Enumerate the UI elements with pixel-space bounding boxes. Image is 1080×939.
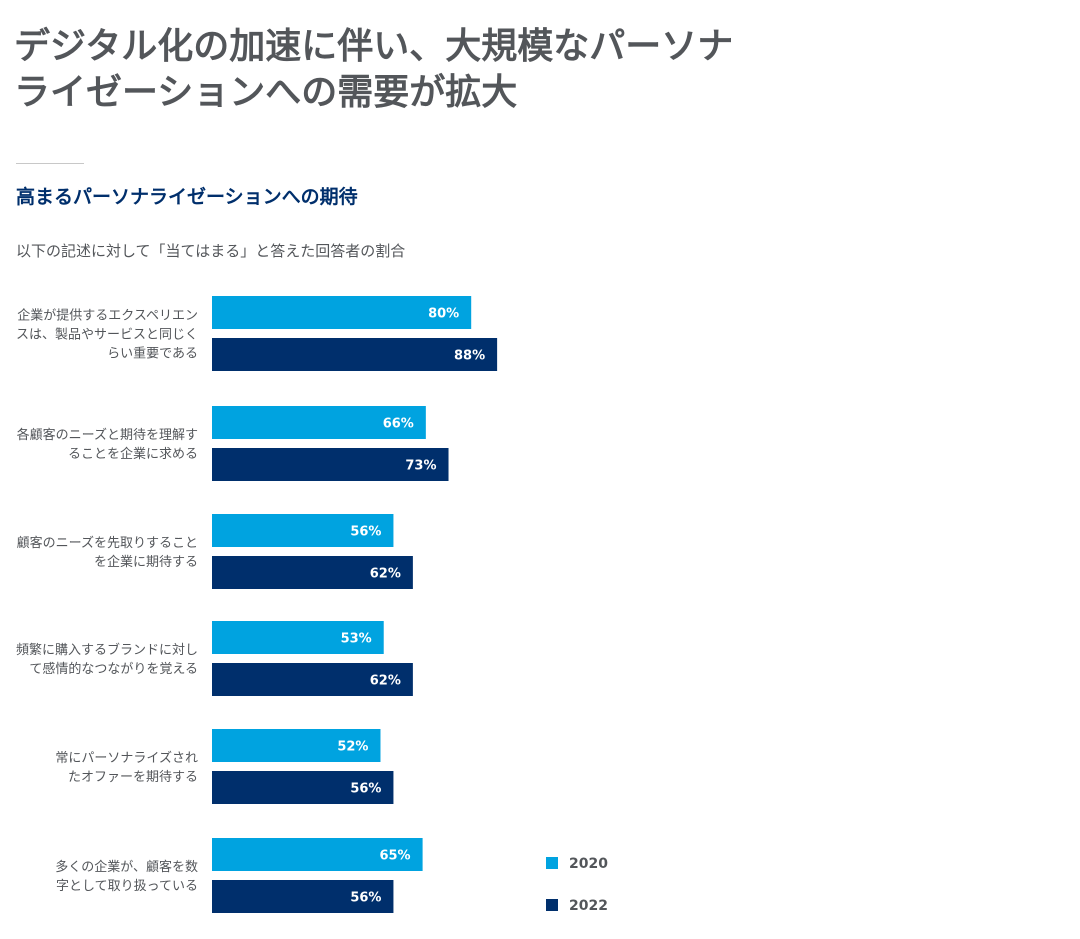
bar-2022 <box>212 556 413 589</box>
bar-2022 <box>212 448 449 481</box>
category-label: 多くの企業が、顧客を数字として取り扱っている <box>55 859 198 894</box>
data-label: 53% <box>341 632 372 647</box>
category-label: 頻繁に購入するブランドに対して感情的なつながりを覚える <box>16 642 198 677</box>
data-label: 56% <box>350 891 381 906</box>
bar-2020 <box>212 621 384 654</box>
chart-title: 高まるパーソナライゼーションへの期待 <box>16 186 358 208</box>
data-label: 62% <box>370 567 401 582</box>
category-label: 顧客のニーズを先取りすることを企業に期待する <box>17 535 198 570</box>
data-label: 56% <box>350 525 381 540</box>
category-label: 常にパーソナライズされたオファーを期待する <box>55 750 198 785</box>
data-label: 80% <box>428 307 459 322</box>
data-label: 62% <box>370 674 401 689</box>
category-label: 各顧客のニーズと期待を理解することを企業に求める <box>17 427 198 462</box>
bar-2022 <box>212 663 413 696</box>
data-label: 73% <box>405 459 436 474</box>
legend-label: 2020 <box>569 856 608 872</box>
legend-label: 2022 <box>569 898 608 914</box>
legend-swatch-2022 <box>546 899 558 911</box>
bar-2020 <box>212 406 426 439</box>
bar-2022 <box>212 880 394 913</box>
data-label: 52% <box>337 740 368 755</box>
page-title: デジタル化の加速に伴い、大規模なパーソナライゼーションへの需要が拡大 <box>14 26 734 113</box>
bar-2020 <box>212 729 381 762</box>
bar-2022 <box>212 338 498 371</box>
data-label: 66% <box>383 417 414 432</box>
bar-2020 <box>212 514 394 547</box>
data-label: 56% <box>350 782 381 797</box>
bar-2022 <box>212 771 394 804</box>
bar-2020 <box>212 838 423 871</box>
legend-swatch-2020 <box>546 857 558 869</box>
data-label: 88% <box>454 349 485 364</box>
data-label: 65% <box>379 849 410 864</box>
chart-subtitle: 以下の記述に対して「当てはまる」と答えた回答者の割合 <box>16 242 406 260</box>
bar-2020 <box>212 296 472 329</box>
category-label: 企業が提供するエクスペリエンスは、製品やサービスと同じくらい重要である <box>16 308 198 362</box>
title-divider <box>16 163 84 164</box>
